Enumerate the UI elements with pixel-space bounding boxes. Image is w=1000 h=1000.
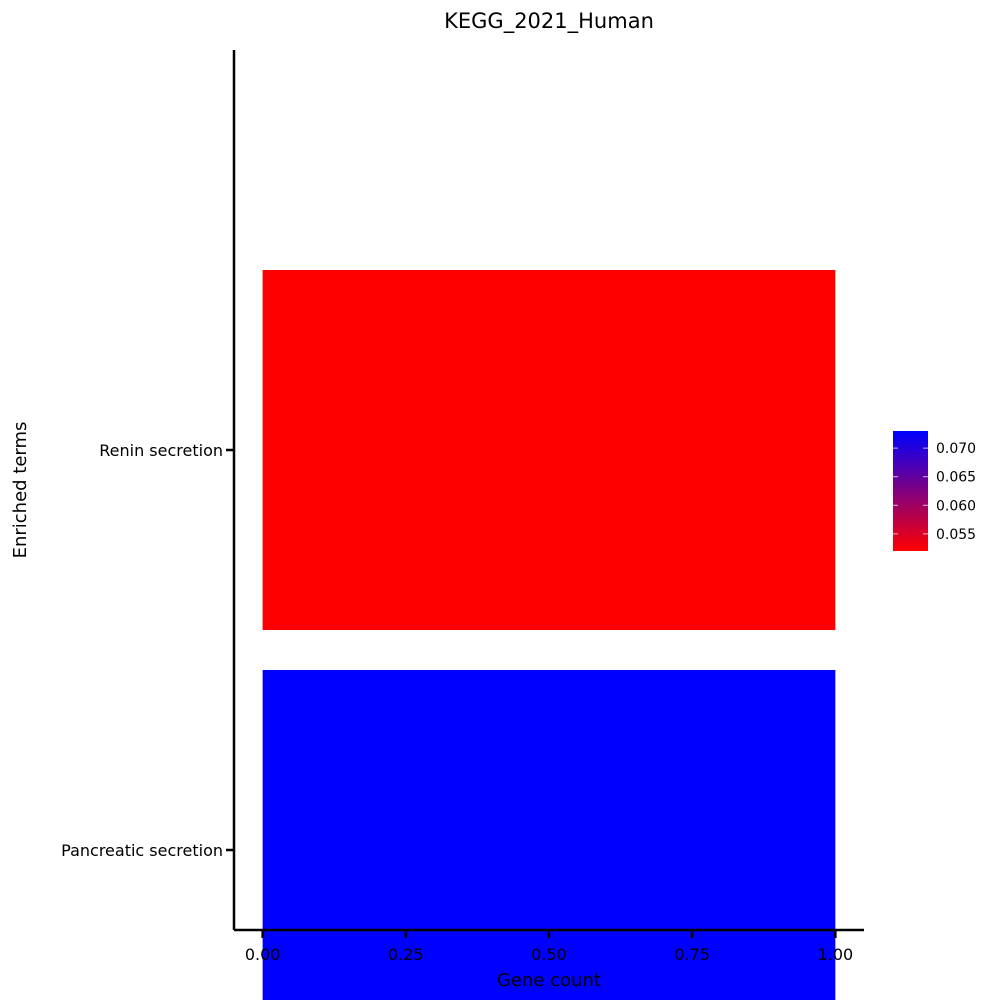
x-tick-label: 0.50 xyxy=(531,945,567,964)
x-tick-label: 0.00 xyxy=(245,945,281,964)
x-tick-label: 1.00 xyxy=(818,945,854,964)
colorbar xyxy=(893,431,928,551)
bar-pancreatic-secretion xyxy=(262,670,836,1000)
x-tick-label: 0.75 xyxy=(674,945,710,964)
bar-renin-secretion xyxy=(262,270,836,630)
x-ticks-group: 0.00 0.25 0.50 0.75 1.00 xyxy=(245,930,853,964)
bars-group xyxy=(262,270,836,1000)
y-ticks-group: Renin secretion Pancreatic secretion xyxy=(61,441,234,860)
chart-title: KEGG_2021_Human xyxy=(444,9,654,34)
y-tick-label: Renin secretion xyxy=(99,441,223,460)
colorbar-ticks-group: 0.055 0.060 0.065 0.070 xyxy=(893,441,976,543)
colorbar-tick-label: 0.060 xyxy=(936,498,976,514)
x-tick-label: 0.25 xyxy=(388,945,424,964)
colorbar-tick-label: 0.070 xyxy=(936,441,976,457)
y-tick-label: Pancreatic secretion xyxy=(61,841,223,860)
colorbar-tick-label: 0.055 xyxy=(936,527,976,543)
colorbar-tick-label: 0.065 xyxy=(936,470,976,486)
x-axis-label: Gene count xyxy=(497,970,601,991)
y-axis-label: Enriched terms xyxy=(10,422,31,559)
